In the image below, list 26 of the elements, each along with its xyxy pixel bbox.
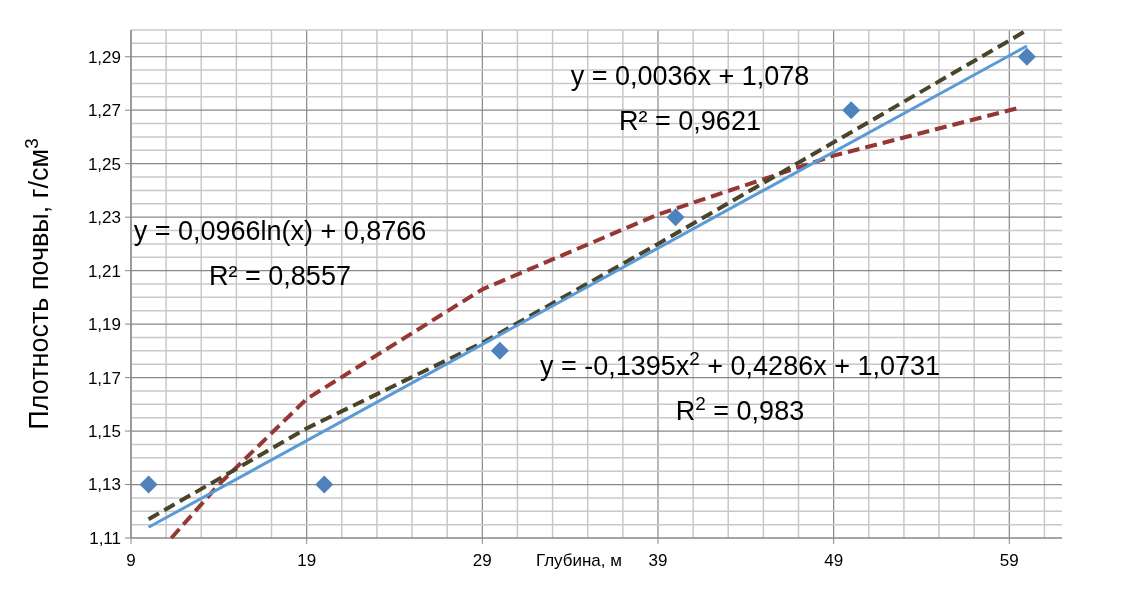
y-tick-label: 1,15: [87, 422, 121, 441]
annotation: y = 0,0036x + 1,078 R² = 0,9621: [570, 61, 810, 136]
y-tick-label: 1,21: [87, 261, 121, 281]
point: [139, 475, 158, 494]
x-axis-title: Глубина, м: [535, 551, 622, 570]
annotation: y = 0,0966ln(x) + 0,8766 R² = 0,8557: [133, 216, 427, 291]
y-tick-label: 1,19: [87, 315, 121, 335]
annotation: y = -0,1395x$^{2}$ + 0,4286x + 1,0731 R$^{2}$ = 0,983: [539, 347, 941, 426]
y-tick-label: 1,23: [87, 208, 121, 228]
y-tick-label: 1,29: [87, 47, 121, 67]
y-tick-label: 1,25: [87, 154, 121, 174]
x-tick-label: 29: [472, 551, 492, 570]
x-tick-label: 19: [297, 551, 317, 570]
point: [315, 475, 334, 494]
y-tick-label: 1,13: [87, 475, 121, 495]
y-tick-label: 1,11: [89, 528, 121, 548]
y-tick-label: 1,27: [87, 101, 121, 121]
x-tick-label: 49: [824, 551, 844, 570]
x-tick-label: 59: [999, 551, 1019, 570]
point: [842, 101, 861, 120]
point: [1017, 47, 1036, 66]
point: [490, 341, 509, 360]
x-tick-label: 39: [648, 551, 668, 570]
x-tick-label: 9: [126, 551, 136, 570]
point: [666, 208, 685, 227]
y-tick-label: 1,17: [87, 368, 121, 388]
